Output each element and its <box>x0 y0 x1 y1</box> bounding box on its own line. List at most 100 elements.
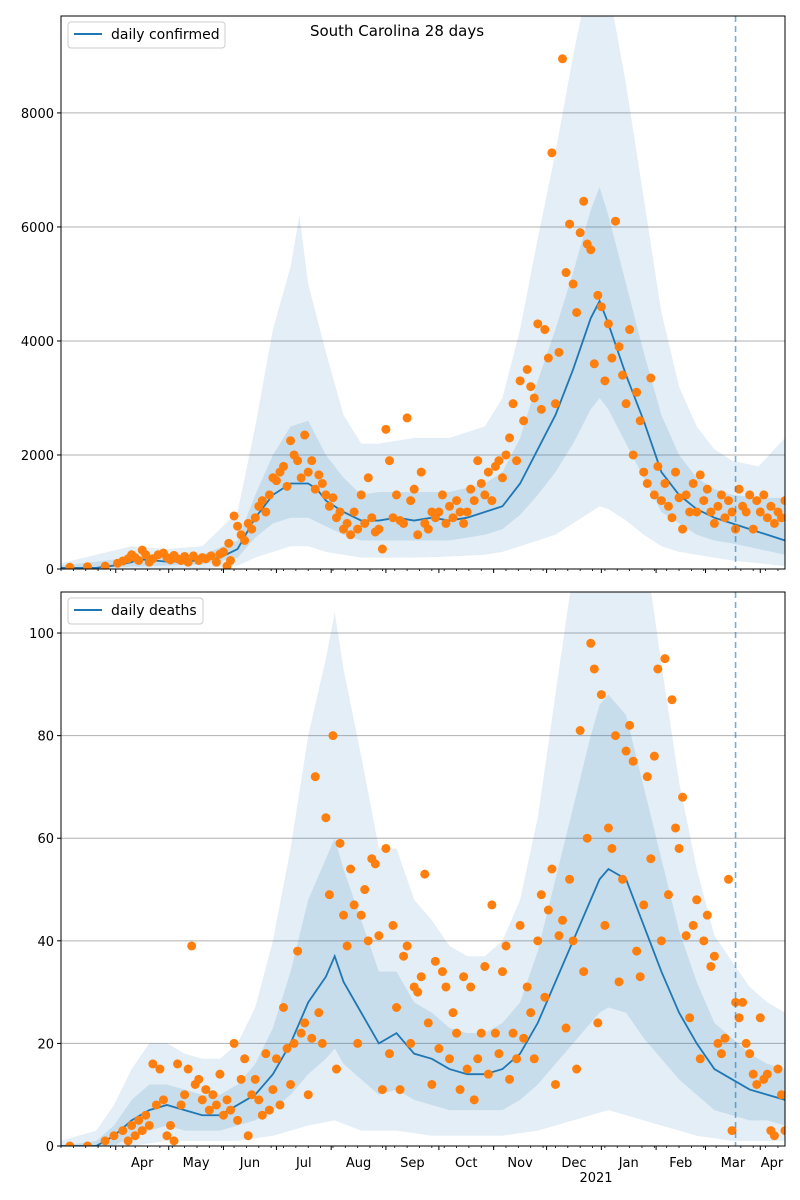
confirmed-band-inner <box>61 187 785 569</box>
confirmed-data-point <box>589 359 599 369</box>
deaths-data-point <box>579 967 589 977</box>
confirmed-data-point <box>586 245 596 255</box>
confirmed-data-point <box>568 279 578 289</box>
deaths-data-point <box>572 1064 582 1074</box>
deaths-data-point <box>529 1054 539 1064</box>
deaths-xtick-label: Dec <box>561 1156 586 1171</box>
confirmed-data-point <box>759 490 769 500</box>
deaths-data-point <box>118 1126 128 1136</box>
confirmed-data-point <box>769 518 779 528</box>
confirmed-data-point <box>639 467 649 477</box>
deaths-data-point <box>377 1085 387 1095</box>
confirmed-data-point <box>572 307 582 317</box>
confirmed-data-point <box>388 513 398 523</box>
confirmed-data-point <box>515 376 525 386</box>
confirmed-data-point <box>377 544 387 554</box>
confirmed-data-point <box>303 467 313 477</box>
confirmed-data-point <box>632 387 642 397</box>
deaths-data-point <box>187 941 197 951</box>
deaths-data-point <box>558 915 568 925</box>
deaths-data-point <box>370 859 380 869</box>
deaths-data-point <box>490 1028 500 1038</box>
deaths-data-point <box>406 1038 416 1048</box>
confirmed-data-point <box>628 450 638 460</box>
confirmed-data-point <box>399 518 409 528</box>
deaths-data-point <box>346 864 356 874</box>
confirmed-data-point <box>547 148 557 158</box>
deaths-data-point <box>335 838 345 848</box>
deaths-data-point <box>307 1033 317 1043</box>
confirmed-ytick-label: 2000 <box>21 449 54 464</box>
deaths-y-axis: 0 20 40 60 80 100 <box>29 627 61 1155</box>
deaths-data-point <box>100 1136 110 1146</box>
confirmed-data-point <box>229 511 239 521</box>
confirmed-data-point <box>762 513 772 523</box>
confirmed-data-point <box>226 555 236 565</box>
deaths-data-point <box>183 1064 193 1074</box>
confirmed-data-point <box>349 507 359 517</box>
confirmed-data-point <box>706 507 716 517</box>
deaths-mean-series <box>61 867 785 1146</box>
deaths-band-outer <box>61 592 785 1146</box>
confirmed-data-point <box>480 490 490 500</box>
deaths-data-point <box>720 1033 730 1043</box>
confirmed-data-point <box>766 501 776 511</box>
confirmed-x-ticks <box>60 569 779 573</box>
confirmed-data-point <box>247 524 257 534</box>
deaths-data-point <box>349 900 359 910</box>
confirmed-data-point <box>780 496 785 506</box>
deaths-data-point <box>162 1131 172 1141</box>
deaths-data-point <box>82 1141 92 1146</box>
deaths-data-point <box>745 1049 755 1059</box>
confirmed-data-point <box>392 490 402 500</box>
confirmed-data-point <box>713 501 723 511</box>
deaths-data-point <box>469 1095 479 1105</box>
confirmed-data-point <box>218 547 228 557</box>
deaths-data-point <box>197 1095 207 1105</box>
deaths-data-point <box>734 1013 744 1023</box>
confirmed-data-point <box>65 562 75 569</box>
confirmed-data-point <box>653 461 663 471</box>
deaths-data-point <box>268 1085 278 1095</box>
deaths-data-point <box>621 746 631 756</box>
confirmed-data-point <box>671 467 681 477</box>
deaths-data-point <box>416 972 426 982</box>
deaths-data-point <box>374 931 384 941</box>
deaths-data-point <box>512 1054 522 1064</box>
deaths-data-point <box>356 910 366 920</box>
deaths-data-point <box>741 1038 751 1048</box>
confirmed-data-point <box>621 399 631 409</box>
confirmed-data-point <box>603 319 613 329</box>
confirmed-data-point <box>141 550 151 560</box>
confirmed-data-point <box>723 496 733 506</box>
confirmed-data-point <box>335 507 345 517</box>
confirmed-axes-frame <box>60 15 786 570</box>
deaths-data-point <box>600 920 610 930</box>
confirmed-data-point <box>618 370 628 380</box>
deaths-data-point <box>762 1069 772 1079</box>
deaths-xtick-label: Aug <box>346 1156 371 1171</box>
deaths-data-point <box>639 900 649 910</box>
deaths-data-point <box>462 1064 472 1074</box>
confirmed-ytick-label: 6000 <box>21 221 54 236</box>
deaths-data-point <box>317 1038 327 1048</box>
deaths-data-point <box>275 1100 285 1110</box>
confirmed-data-point <box>596 302 606 312</box>
deaths-data-point <box>448 1008 458 1018</box>
confirmed-data-point <box>469 496 479 506</box>
deaths-ytick-label: 100 <box>29 627 54 642</box>
confirmed-data-point <box>748 524 758 534</box>
deaths-data-point <box>483 1069 493 1079</box>
confirmed-data-point <box>448 513 458 523</box>
confirmed-data-point <box>314 470 324 480</box>
confirmed-data-point <box>282 481 292 491</box>
confirmed-data-point <box>741 507 751 517</box>
confirmed-data-point <box>459 518 469 528</box>
deaths-data-point <box>663 890 673 900</box>
confirmed-data-point <box>455 507 465 517</box>
confirmed-data-point <box>271 476 281 486</box>
deaths-data-point <box>685 1013 695 1023</box>
deaths-data-point <box>261 1049 271 1059</box>
deaths-data-point <box>459 972 469 982</box>
deaths-data-point <box>123 1136 133 1146</box>
